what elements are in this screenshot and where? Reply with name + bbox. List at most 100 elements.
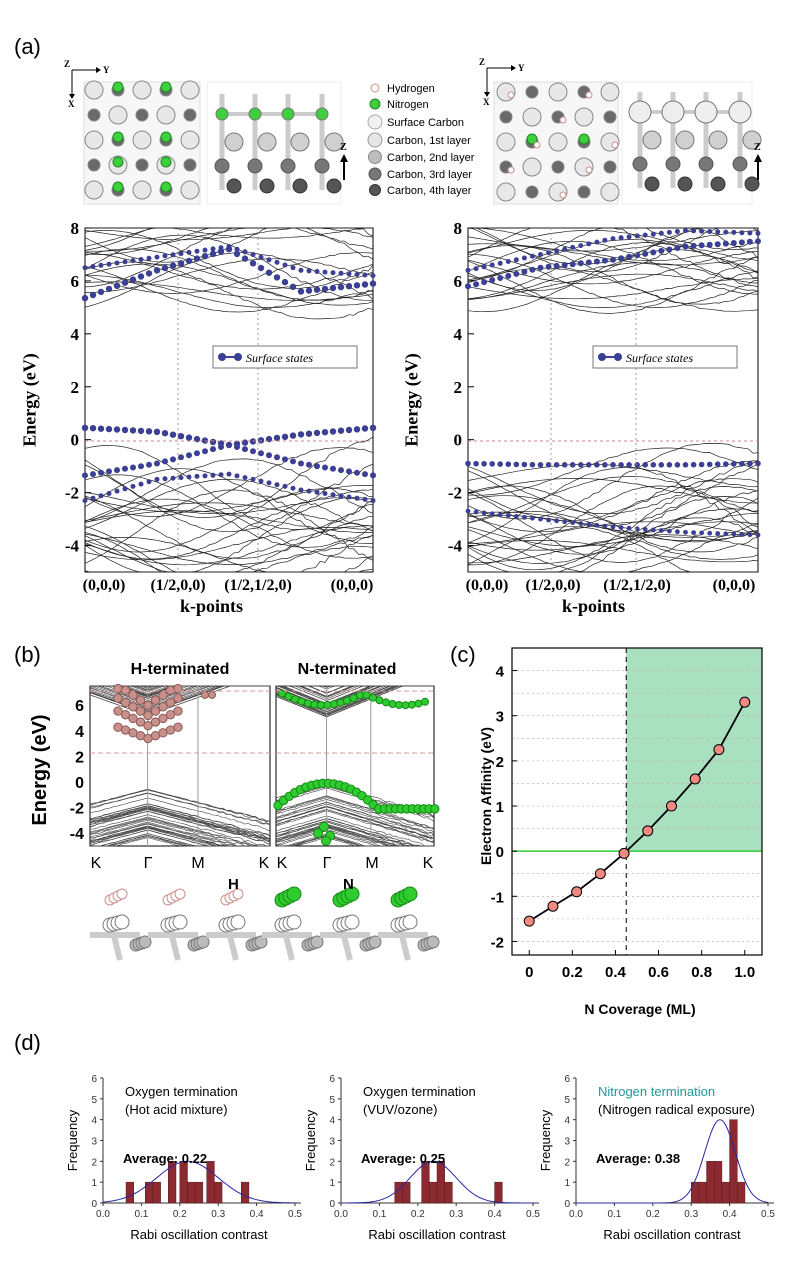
atom-legend: Hydrogen Nitrogen Surface Carbon Carbon,…: [367, 83, 475, 197]
surface-atom: [728, 100, 752, 124]
band-line: [89, 807, 271, 841]
atom: [84, 80, 104, 100]
surface-state-point: [755, 238, 761, 245]
surface-state-point: [715, 229, 721, 235]
surface-atom: [286, 886, 302, 902]
atom: [257, 132, 277, 152]
surface-state-point: [489, 277, 496, 283]
atom: [368, 935, 382, 949]
nitrogen-atom: [112, 181, 124, 193]
surface-state-point: [375, 696, 384, 705]
atom: [292, 178, 308, 194]
hist-title: Oxygen termination: [125, 1084, 238, 1099]
atom: [525, 185, 539, 199]
hydrogen-atom: [559, 191, 567, 199]
surface-state-point: [162, 253, 168, 259]
surface-state-point: [143, 710, 153, 721]
atom: [742, 130, 762, 150]
histogram-bar: [729, 1119, 738, 1204]
surface-state-point: [329, 428, 337, 435]
surface-state-point: [145, 428, 153, 435]
surface-state-point: [421, 697, 429, 706]
nitrogen-atom: [526, 133, 538, 145]
atom: [135, 108, 149, 122]
kpoint-label: M: [191, 855, 204, 872]
surface-state-point: [281, 433, 289, 440]
hydrogen-atom: [507, 166, 515, 174]
surface-state-point: [602, 523, 608, 529]
surface-state-point: [154, 476, 160, 482]
surface-state-point: [329, 284, 337, 292]
surface-atom: [661, 100, 685, 124]
panel-d-label: (d): [14, 1030, 41, 1055]
atom: [132, 130, 152, 150]
surface-state-point: [578, 521, 584, 526]
band-b-left: [89, 683, 271, 847]
surface-state-point: [321, 285, 329, 293]
surface-state-point: [154, 460, 160, 467]
surface-state-point: [570, 520, 576, 525]
surface-state-point: [210, 246, 216, 252]
ytick-label: 2: [71, 378, 80, 397]
surface-state-point: [650, 462, 657, 468]
legend-carbon-4: Carbon, 4th layer: [387, 185, 472, 197]
surface-state-point: [322, 491, 328, 496]
surface-state-point: [289, 432, 297, 439]
surface-state-point: [146, 461, 152, 468]
surface-state-point: [369, 424, 377, 431]
surface-state-point: [414, 699, 423, 708]
surface-state-point: [577, 260, 584, 267]
atom: [180, 80, 200, 100]
surface-state-point: [257, 437, 265, 444]
surface-state-point: [258, 478, 264, 484]
ytick-label: 4: [71, 325, 80, 344]
hydrogen-atom: [585, 91, 593, 99]
ytick-label: 2: [454, 378, 463, 397]
surface-state-point: [586, 522, 592, 527]
band-line: [467, 524, 759, 573]
band-line: [84, 458, 374, 524]
legend-carbon-2: Carbon, 2nd layer: [387, 152, 475, 164]
ytick-label: 4: [329, 1116, 335, 1127]
ytick-label: 2: [75, 749, 84, 766]
xtick-label: 0.4: [723, 1209, 737, 1220]
surface-state-point: [362, 272, 368, 278]
surface-state-point: [278, 689, 286, 698]
ytick-label: -4: [70, 826, 84, 843]
surface-state-point: [382, 698, 390, 707]
surface-state-point: [146, 479, 152, 485]
surface-state-point: [610, 524, 616, 530]
surface-state-point: [354, 272, 360, 277]
c-xlabel: N Coverage (ML): [584, 1001, 695, 1017]
surface-state-point: [298, 460, 304, 467]
atom: [522, 157, 542, 177]
band-line: [467, 443, 759, 520]
ytick-label: 5: [91, 1095, 97, 1106]
surface-state-point: [707, 229, 713, 234]
surface-state-point: [169, 431, 177, 438]
ytick-label: 1: [329, 1178, 335, 1189]
surface-state-point: [330, 492, 336, 498]
kpoint-label: Γ: [323, 855, 332, 872]
surface-state-point: [306, 461, 312, 468]
atom: [280, 158, 296, 174]
ytick-label: 3: [329, 1137, 335, 1148]
band-line: [84, 488, 374, 553]
band-line: [275, 796, 435, 829]
surface-state-point: [634, 233, 640, 239]
surface-state-point: [682, 243, 689, 250]
ytick-label: 6: [329, 1074, 335, 1085]
surface-state-point: [310, 700, 319, 709]
surface-state-point: [610, 462, 616, 468]
band-line: [84, 227, 374, 252]
surface-state-point: [146, 255, 152, 261]
atom: [87, 108, 101, 122]
surface-state-point: [258, 254, 264, 260]
kpoint-label: K: [423, 855, 434, 872]
surface-state-point: [570, 244, 576, 250]
surface-state-point: [370, 498, 376, 504]
histogram-bar: [187, 1181, 196, 1204]
ytick-label: 0: [564, 1199, 570, 1210]
atom: [677, 176, 693, 192]
hist-ylabel: Frequency: [538, 1109, 553, 1171]
